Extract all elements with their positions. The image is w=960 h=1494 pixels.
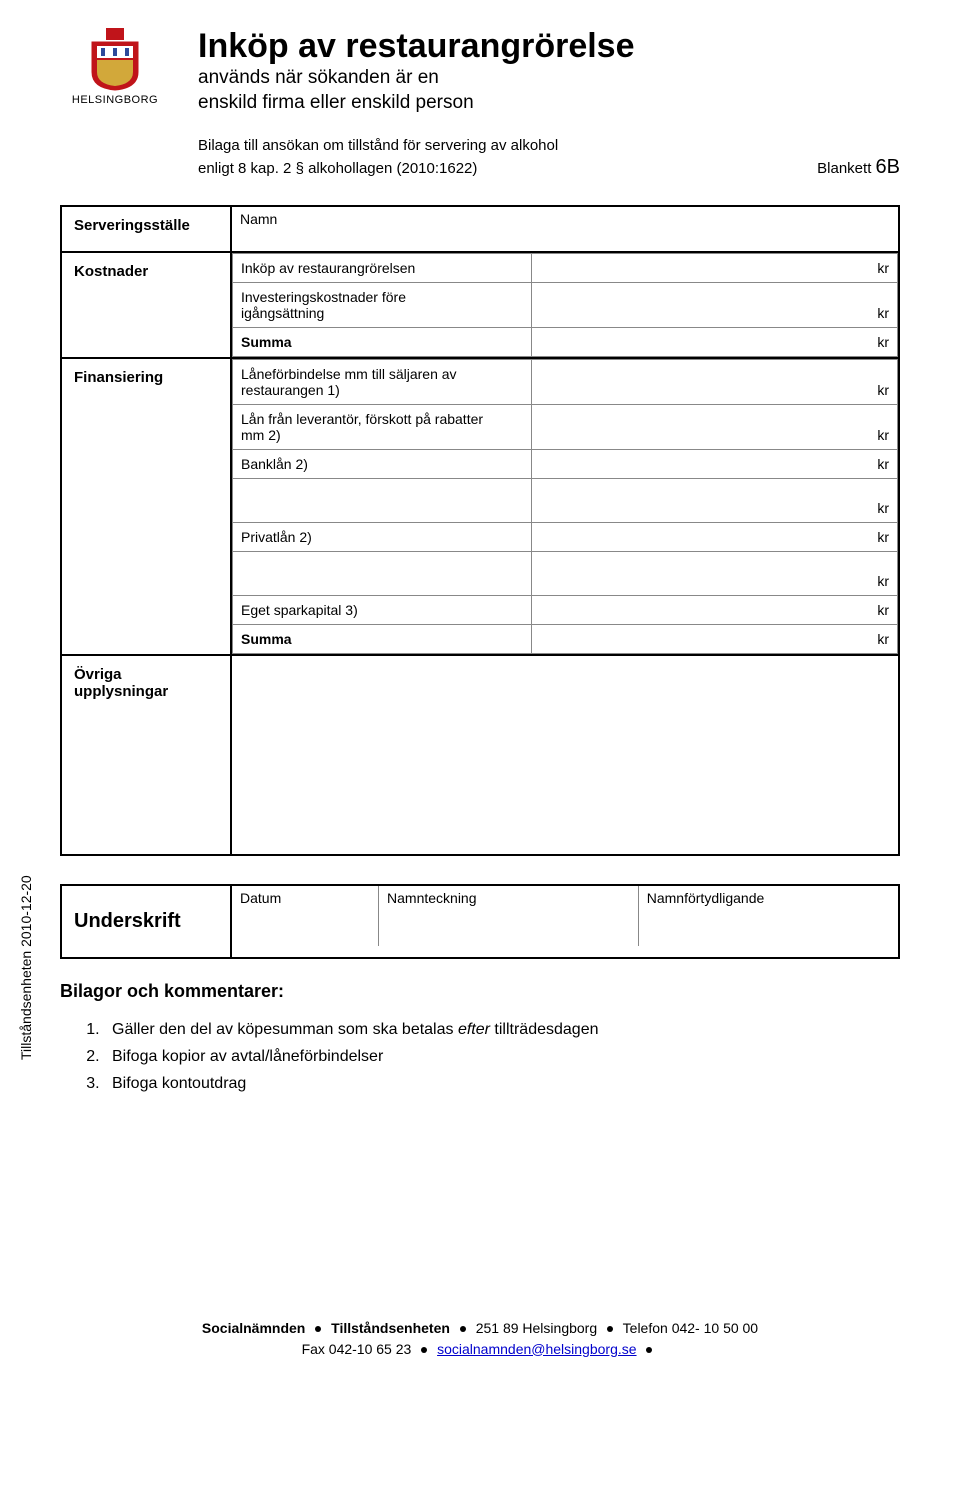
ovriga-l1: Övriga [74,666,122,683]
dot-icon [460,1326,466,1332]
bilagor-block: Bilagor och kommentarer: Gäller den del … [60,981,900,1098]
sig-datum[interactable]: Datum [232,886,379,946]
row-kost-summa-label: Summa [233,327,532,356]
row-lane-l2: restaurangen 1) [241,382,340,398]
page-title: Inköp av restaurangrörelse [198,28,900,65]
bilagor-item-3: Bifoga kontoutdrag [104,1070,900,1097]
dot-icon [607,1326,613,1332]
row-fin-summa-value[interactable]: kr [532,624,898,653]
logo-label: HELSINGBORG [72,94,158,106]
bilagor-item-2: Bifoga kopior av avtal/låneförbindelser [104,1043,900,1070]
sig-namnfortydligande[interactable]: Namnförtydligande [638,886,898,946]
logo-block: HELSINGBORG [60,28,170,106]
row-laneforbindelse-label: Låneförbindelse mm till säljaren av rest… [233,359,532,404]
row-privatlan-label: Privatlån 2) [233,522,532,551]
subtitle-line-2: enskild firma eller enskild person [198,92,900,115]
namn-label: Namn [232,207,898,251]
row-fin-summa-label: Summa [233,624,532,653]
page-footer: Socialnämnden Tillståndsenheten 251 89 H… [60,1318,900,1368]
row-leverantor-value[interactable]: kr [532,404,898,449]
row-blank-1-label[interactable] [233,478,532,522]
sig-namnteckning[interactable]: Namnteckning [379,886,639,946]
helsingborg-crest-icon [86,28,144,92]
row-blank-1-value[interactable]: kr [532,478,898,522]
subtitle-part-mid: eller [305,92,351,113]
dot-icon [646,1347,652,1353]
bilagor-title: Bilagor och kommentarer: [60,981,900,1002]
header: HELSINGBORG Inköp av restaurangrörelse a… [60,28,900,179]
footer-email-link[interactable]: socialnamnden@helsingborg.se [437,1341,636,1357]
row-invest-label: Investeringskostnader före igångsättning [233,282,532,327]
row-invest-l1: Investeringskostnader före [241,289,406,305]
bilagor-1b: efter [458,1021,490,1038]
bilagor-1c: tillträdesdagen [490,1021,599,1038]
row-banklan-label: Banklån 2) [233,449,532,478]
section-finansiering: Finansiering [61,358,231,655]
row-leverantor-label: Lån från leverantör, förskott på rabatte… [233,404,532,449]
blankett-label: Blankett [817,160,875,177]
subtitle-part-a: enskild firma [198,92,305,113]
bilagor-1a: Gäller den del av köpesumman som ska bet… [112,1021,458,1038]
blankett-id: Blankett 6B [817,156,900,179]
ovriga-l2: upplysningar [74,683,168,700]
row-blank-2-value[interactable]: kr [532,551,898,595]
row-inkop-value[interactable]: kr [532,253,898,282]
side-date-text: Tillståndsenheten 2010-12-20 [18,875,34,1060]
row-inkop-label: Inköp av restaurangrörelsen [233,253,532,282]
bilagor-item-1: Gäller den del av köpesumman som ska bet… [104,1016,900,1043]
row-lev-l2: mm 2) [241,427,281,443]
bilaga-line: Bilaga till ansökan om tillstånd för ser… [198,137,900,154]
footer-org: Socialnämnden [202,1320,305,1336]
row-banklan-value[interactable]: kr [532,449,898,478]
main-form-table: Serveringsställe Namn Kostnader Inköp av… [60,205,900,856]
footer-phone: Telefon 042- 10 50 00 [623,1320,758,1336]
dot-icon [315,1326,321,1332]
subtitle-part-b: enskild person [351,92,474,113]
row-blank-2-label[interactable] [233,551,532,595]
enligt-text: enligt 8 kap. 2 § alkohollagen (2010:162… [198,160,477,177]
blankett-code: 6B [876,156,900,178]
signature-table: Underskrift Datum Namnteckning Namnförty… [60,884,900,959]
row-invest-l2: igångsättning [241,305,324,321]
row-kost-summa-value[interactable]: kr [532,327,898,356]
row-laneforbindelse-value[interactable]: kr [532,359,898,404]
row-eget-value[interactable]: kr [532,595,898,624]
row-invest-value[interactable]: kr [532,282,898,327]
section-ovriga: Övriga upplysningar [61,655,231,855]
section-serveringsstalle: Serveringsställe [61,206,231,252]
section-kostnader: Kostnader [61,252,231,358]
section-underskrift: Underskrift [61,885,231,958]
ovriga-body[interactable] [231,655,899,855]
row-lane-l1: Låneförbindelse mm till säljaren av [241,366,457,382]
row-lev-l1: Lån från leverantör, förskott på rabatte… [241,411,483,427]
footer-fax: Fax 042-10 65 23 [302,1341,412,1357]
footer-unit: Tillståndsenheten [331,1320,450,1336]
subtitle-line-1: används när sökanden är en [198,67,900,90]
row-privatlan-value[interactable]: kr [532,522,898,551]
row-eget-label: Eget sparkapital 3) [233,595,532,624]
footer-address: 251 89 Helsingborg [476,1320,597,1336]
dot-icon [421,1347,427,1353]
